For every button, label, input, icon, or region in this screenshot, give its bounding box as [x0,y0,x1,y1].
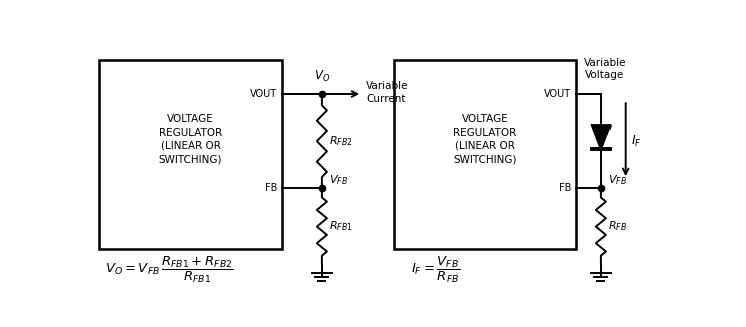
Text: $R_{FB}$: $R_{FB}$ [608,220,627,233]
Text: VOUT: VOUT [250,89,277,99]
Text: $I_F = \dfrac{V_{FB}}{R_{FB}}$: $I_F = \dfrac{V_{FB}}{R_{FB}}$ [411,254,460,284]
Polygon shape [592,125,610,149]
Bar [394,60,576,249]
Text: $R_{FB1}$: $R_{FB1}$ [329,220,353,233]
Text: FB: FB [559,183,571,193]
Text: $V_{FB}$: $V_{FB}$ [608,173,627,187]
Text: VOUT: VOUT [545,89,571,99]
Text: Variable
Voltage: Variable Voltage [583,58,626,80]
Text: $V_O$: $V_O$ [314,69,330,84]
Text: $I_F$: $I_F$ [631,134,642,149]
Text: VOLTAGE
REGULATOR
(LINEAR OR
SWITCHING): VOLTAGE REGULATOR (LINEAR OR SWITCHING) [159,114,222,164]
Text: FB: FB [265,183,277,193]
Text: Variable
Current: Variable Current [366,81,409,104]
Text: VOLTAGE
REGULATOR
(LINEAR OR
SWITCHING): VOLTAGE REGULATOR (LINEAR OR SWITCHING) [454,114,517,164]
Text: $V_{FB}$: $V_{FB}$ [329,173,348,187]
Text: $R_{FB2}$: $R_{FB2}$ [329,134,353,148]
Bar [99,60,281,249]
Text: $V_O = V_{FB}\,\dfrac{R_{FB1}+R_{FB2}}{R_{FB1}}$: $V_O = V_{FB}\,\dfrac{R_{FB1}+R_{FB2}}{R… [105,254,233,284]
